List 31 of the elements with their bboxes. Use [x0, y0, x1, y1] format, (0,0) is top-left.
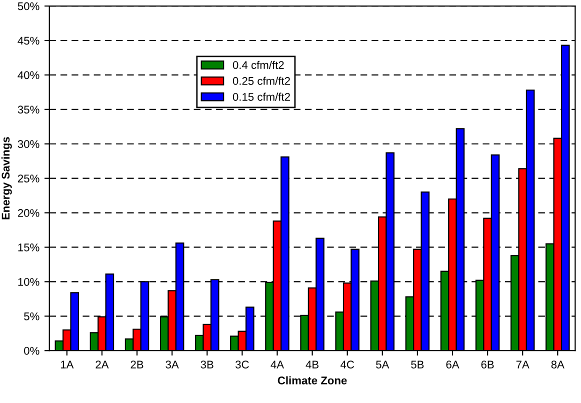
x-tick-label: 6A — [446, 360, 460, 368]
x-tick-label: 7A — [516, 360, 530, 368]
y-tick-label: 10% — [18, 278, 40, 286]
x-axis-title: Climate Zone — [278, 376, 347, 384]
y-tick-label: 30% — [18, 140, 40, 148]
y-tick-label: 45% — [18, 36, 40, 45]
x-tick-label: 4B — [306, 360, 318, 368]
legend-label: 0.15 cfm/ft2 — [232, 92, 290, 101]
legend-label: 0.25 cfm/ft2 — [232, 76, 290, 85]
x-tick-label: 5B — [411, 360, 424, 368]
x-tick-label: 4C — [340, 360, 354, 368]
y-tick-label: 50% — [18, 2, 40, 10]
y-tick-label: 5% — [24, 312, 40, 320]
x-tick-label: 3A — [166, 360, 179, 368]
y-tick-label: 0% — [24, 346, 40, 355]
y-tick-label: 15% — [18, 244, 40, 252]
x-tick-label: 2A — [96, 360, 109, 368]
y-tick-label: 40% — [18, 71, 40, 80]
y-tick-label: 35% — [18, 106, 40, 114]
x-tick-label: 3B — [200, 360, 214, 368]
legend-label: 0.4 cfm/ft2 — [232, 60, 284, 69]
x-tick-label: 8A — [551, 360, 564, 368]
x-tick-label: 1A — [60, 360, 74, 368]
y-tick-label: 20% — [18, 209, 40, 217]
x-tick-label: 2B — [130, 360, 144, 368]
x-tick-label: 4A — [270, 360, 284, 368]
y-tick-label: 25% — [18, 174, 40, 182]
x-tick-label: 3C — [236, 360, 249, 368]
x-tick-label: 6B — [481, 360, 494, 368]
y-axis-title: Energy Savings — [1, 137, 12, 220]
x-tick-label: 5A — [376, 360, 390, 368]
